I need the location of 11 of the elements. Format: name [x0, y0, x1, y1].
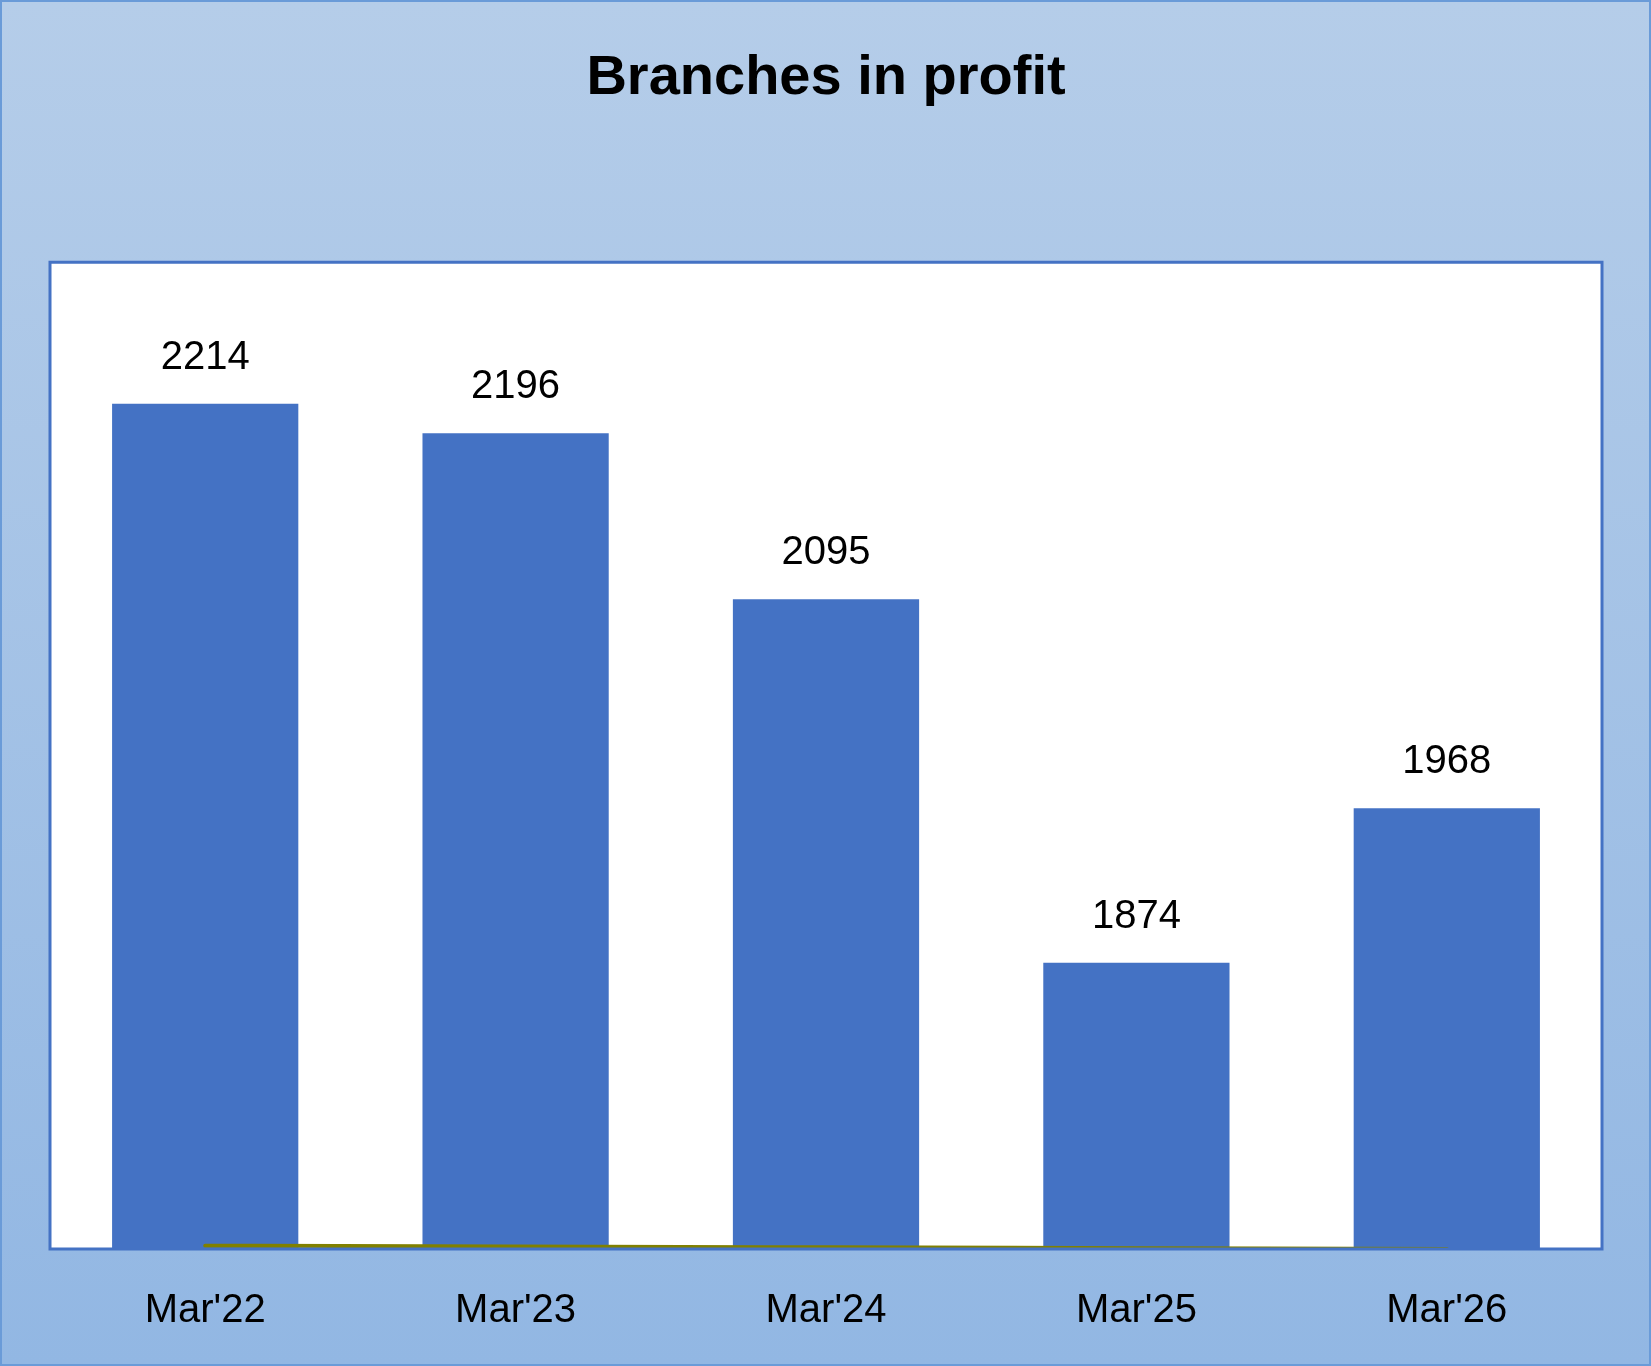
data-label: 2095: [781, 528, 871, 573]
x-tick-label: Mar'23: [455, 1286, 577, 1331]
data-label: 1874: [1091, 891, 1181, 936]
x-tick-label: Mar'24: [765, 1286, 887, 1331]
data-label: 2196: [471, 362, 561, 407]
x-tick-label: Mar'25: [1075, 1286, 1197, 1331]
chart-title: Branches in profit: [586, 43, 1066, 107]
data-label: 2214: [160, 332, 250, 377]
x-tick-label: Mar'26: [1386, 1286, 1508, 1331]
data-label: 1968: [1402, 737, 1492, 782]
x-tick-label: Mar'22: [144, 1286, 266, 1331]
